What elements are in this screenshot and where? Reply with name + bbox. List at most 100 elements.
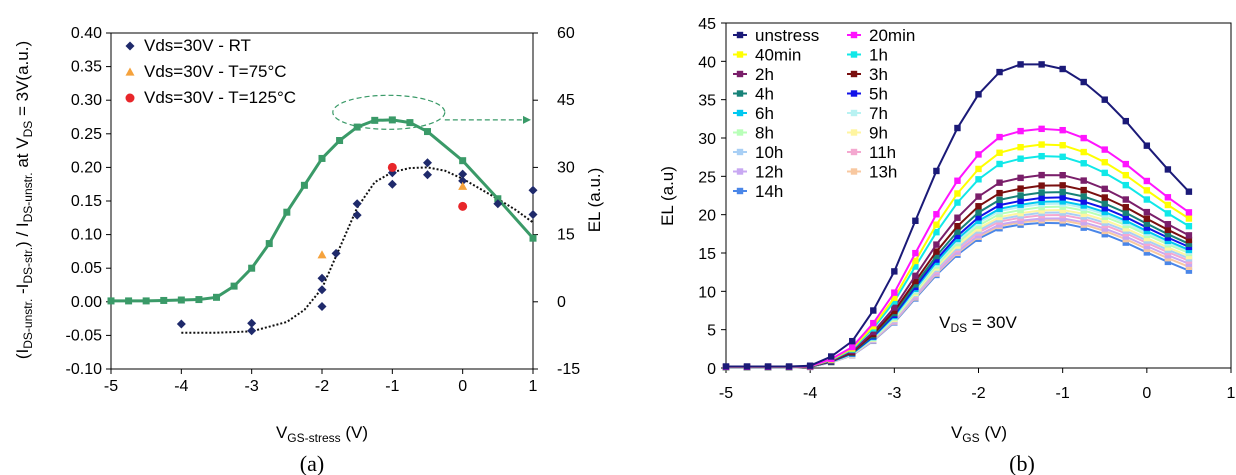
x-tick-label: -2 <box>971 385 985 402</box>
series-0-point <box>722 363 730 370</box>
series-7-point <box>1143 224 1151 231</box>
series-7-point <box>954 232 961 240</box>
series-5-point <box>891 307 898 315</box>
series-5-point <box>1143 215 1151 222</box>
series-8-point <box>996 205 1003 213</box>
el-point <box>459 157 467 165</box>
series-0-point <box>1164 166 1172 173</box>
legend-marker-0 <box>736 31 744 39</box>
series-6-point <box>954 228 961 235</box>
el-point <box>371 116 379 124</box>
series-8-point <box>1059 198 1066 205</box>
series-3-point <box>996 160 1003 168</box>
el-point <box>529 234 537 242</box>
series-8-point <box>975 217 982 224</box>
x-tick-label: 0 <box>1142 385 1151 402</box>
el-point <box>353 123 361 131</box>
y-tick-label: 0.25 <box>71 126 102 143</box>
series-7-point <box>933 256 940 263</box>
el-point <box>160 296 168 304</box>
series-0-point <box>785 363 793 370</box>
series-6-point <box>1017 192 1024 199</box>
el-point <box>406 119 414 127</box>
series-0-point <box>331 248 341 258</box>
legend-marker-4 <box>736 70 744 78</box>
y2-tick-label: 30 <box>557 159 575 176</box>
chart-a-y2-axis-label: EL (a.u.) <box>585 168 604 233</box>
legend-marker-2 <box>736 51 744 58</box>
legend-label-15: 13h <box>869 163 897 182</box>
y-tick-label: 5 <box>707 323 716 340</box>
series-7-point <box>1017 197 1024 205</box>
series-3-point <box>1122 181 1129 189</box>
series-7-point <box>1059 194 1066 201</box>
series-6-point <box>1080 193 1087 200</box>
series-14-point <box>1101 225 1108 232</box>
x-tick-label: 1 <box>529 378 538 395</box>
series-0-point <box>1101 96 1108 103</box>
series-1-point <box>317 250 327 259</box>
el-series-line <box>111 118 535 303</box>
el-point <box>265 240 273 248</box>
series-5-point <box>1185 236 1193 244</box>
series-2-point <box>1017 144 1024 151</box>
el-point <box>283 208 291 216</box>
y-tick-label: 35 <box>698 93 716 110</box>
legend-marker-5 <box>850 70 858 78</box>
series-5-point <box>1122 204 1129 211</box>
series-11-point <box>1059 206 1066 214</box>
y2-tick-label: 45 <box>557 92 575 109</box>
annotation-ellipse <box>332 94 446 130</box>
series-0-point <box>996 68 1003 76</box>
series-1-point <box>954 177 961 184</box>
chart-a: -5 -4 -3 -2 -1 0 1 -0.10 -0.05 0.00 0.05 0.10 0.15 0.… <box>13 25 604 475</box>
series-4-point <box>975 193 982 200</box>
series-0-point <box>317 273 327 283</box>
series-3-point <box>1017 155 1024 162</box>
series-4-point <box>954 214 961 221</box>
x-tick-label: -3 <box>245 378 259 395</box>
series-3-point <box>1038 152 1045 160</box>
legend-marker-2 <box>125 93 135 103</box>
series-2-point <box>1143 187 1151 194</box>
series-7-point <box>975 214 982 221</box>
series-8-point <box>1143 227 1151 235</box>
series-6-point <box>975 209 982 216</box>
legend-marker-3 <box>850 51 858 58</box>
x-tick-label: -4 <box>174 378 188 395</box>
legend-label-7: 5h <box>869 85 888 104</box>
legend-marker-15 <box>850 168 858 175</box>
series-5-line <box>726 184 1190 369</box>
series-0-point <box>528 209 538 219</box>
series-8-point <box>1101 208 1108 216</box>
series-2-point <box>975 165 982 173</box>
el-point <box>107 297 115 305</box>
series-6-point <box>1038 189 1045 196</box>
legend-label-9: 7h <box>869 104 888 123</box>
series-3-point <box>891 298 898 305</box>
series-1-point <box>1059 126 1066 134</box>
series-8-point <box>1080 202 1087 209</box>
series-1-point <box>912 249 919 257</box>
x-tick-label: -1 <box>1056 385 1070 402</box>
legend-marker-9 <box>850 109 858 117</box>
series-2-point <box>387 162 397 172</box>
y-tick-label: 0.20 <box>71 159 102 176</box>
legend-marker-6 <box>736 90 744 97</box>
y-tick-label: 0.00 <box>71 294 102 311</box>
series-0-point <box>1059 65 1066 73</box>
series-3-point <box>933 228 940 236</box>
series-0-point <box>849 337 856 345</box>
legend-marker-1 <box>125 67 135 76</box>
legend-label-5: 3h <box>869 65 888 84</box>
y-tick-label: 0.40 <box>71 25 102 42</box>
series-1-point <box>1122 160 1129 168</box>
series-1-point <box>849 343 856 351</box>
y2-tick-label: 0 <box>557 294 566 311</box>
el-point <box>494 195 502 203</box>
series-1-point <box>458 181 468 190</box>
el-point <box>388 116 396 124</box>
series-7-point <box>1080 198 1087 205</box>
series-4-point <box>1038 171 1045 179</box>
